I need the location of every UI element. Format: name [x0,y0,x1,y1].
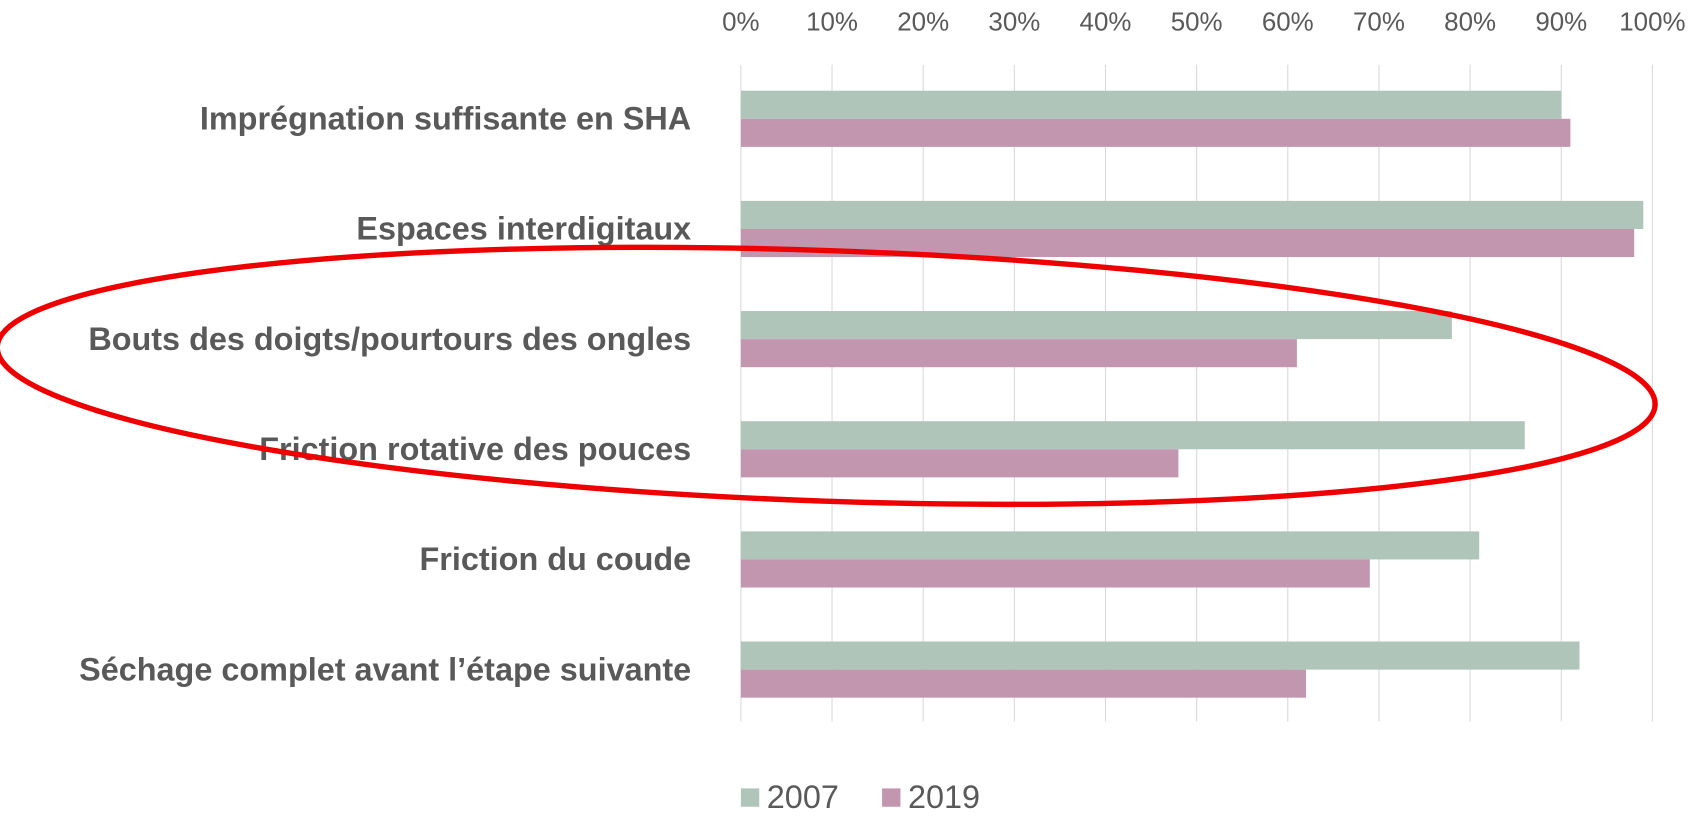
legend-label: 2019 [908,779,980,815]
legend-swatch [882,788,901,807]
bar [740,559,1370,588]
highlight-ellipse [0,244,1658,508]
bar [740,311,1452,340]
bar [740,339,1297,368]
bar [740,531,1480,560]
y-tick-label: Friction du coude [419,541,691,577]
x-tick-label: 40% [1080,9,1132,37]
bar [740,118,1571,147]
x-tick-label: 90% [1535,9,1587,37]
bar [740,200,1644,229]
bar [740,669,1307,698]
x-tick-label: 50% [1171,9,1223,37]
x-tick-label: 100% [1619,9,1685,37]
x-tick-label: 10% [806,9,858,37]
bar [740,421,1525,450]
x-tick-label: 80% [1444,9,1496,37]
x-tick-label: 0% [722,9,759,37]
legend-label: 2007 [767,779,839,815]
y-tick-label: Bouts des doigts/pourtours des ongles [88,321,691,357]
bar [740,449,1179,478]
y-tick-label: Espaces interdigitaux [356,211,691,247]
legend-swatch [740,788,760,807]
y-tick-label: Imprégnation suffisante en SHA [200,101,691,137]
x-tick-label: 70% [1353,9,1405,37]
y-tick-label: Séchage complet avant l’étape suivante [79,651,691,687]
x-tick-label: 30% [988,9,1040,37]
y-tick-label: Friction rotative des pouces [259,431,691,467]
x-tick-label: 20% [897,9,949,37]
plot: 0% 10% 20% 30% 40% 50% 60% 70% 80% 90% 100% Imprégn… [0,9,1686,815]
bar [740,641,1580,670]
x-tick-label: 60% [1262,9,1314,37]
bar [740,90,1562,119]
